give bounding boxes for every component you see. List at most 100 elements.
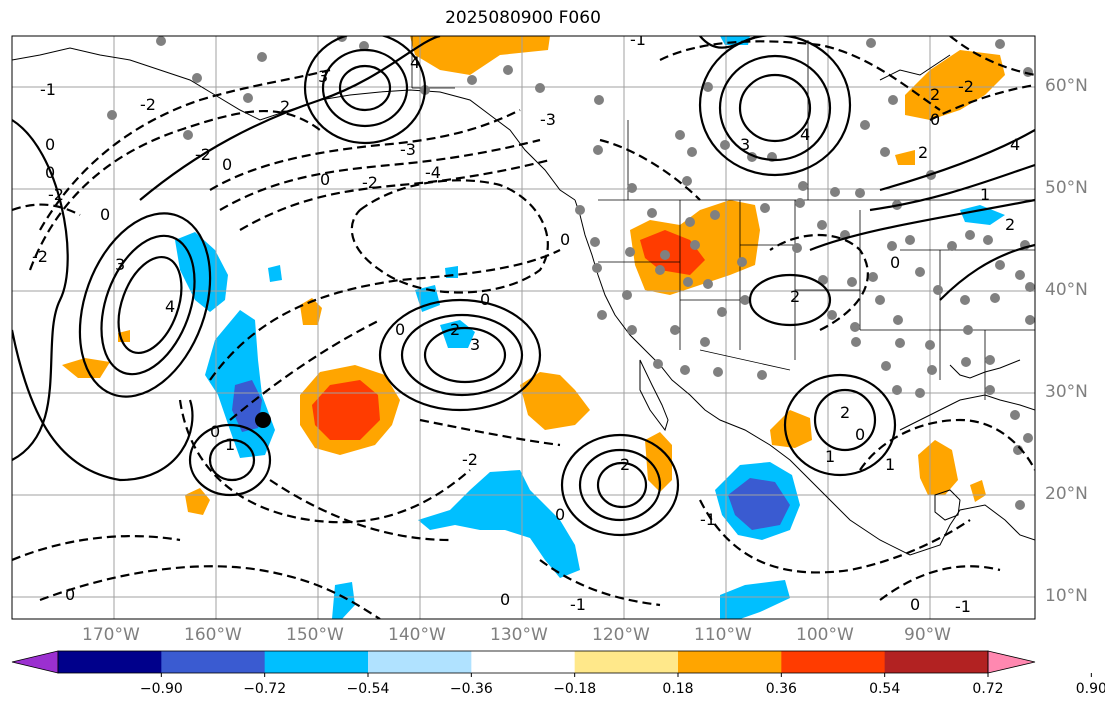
contour-label: -2: [462, 450, 478, 469]
shade-region: [728, 478, 790, 530]
contour-label: -2: [32, 247, 48, 266]
lon-label: 130°W: [490, 625, 548, 645]
contour-label: 0: [855, 425, 865, 444]
shade-region: [312, 380, 380, 440]
colorbar-swatch: [368, 651, 472, 673]
colorbar-tick-label: −0.72: [243, 681, 287, 697]
contour-label: -3: [540, 110, 556, 129]
contour-label: 0: [222, 155, 232, 174]
contour-label: 2: [840, 403, 850, 422]
contour-label: 0: [395, 320, 405, 339]
colorbar-tick-label: −0.18: [553, 681, 597, 697]
political-borders: [411, 36, 1035, 400]
colorbar-tick-label: −0.90: [139, 681, 183, 697]
colorbar-swatch: [58, 651, 162, 673]
contour-label: -1: [40, 80, 56, 99]
coastlines: [12, 47, 1035, 556]
contour-label: 1: [825, 447, 835, 466]
shade-region: [520, 372, 590, 430]
colorbar: [11, 650, 1092, 677]
gray-markers: [107, 36, 1035, 510]
colorbar-tick-label: 0.18: [662, 681, 694, 697]
lon-label: 110°W: [694, 625, 752, 645]
colorbar-tick-label: 0.54: [869, 681, 901, 697]
shade-region: [645, 432, 672, 492]
contour-label: 0: [480, 290, 490, 309]
colorbar-swatch: [161, 651, 266, 673]
contour-label: 0: [555, 505, 565, 524]
contour-label: -2: [195, 145, 211, 164]
colorbar-swatch: [884, 651, 989, 673]
contour-label: 3: [470, 335, 480, 354]
map-title: 2025080900 F060: [445, 8, 601, 28]
colorbar-extend-max: [987, 650, 1036, 674]
shade-region: [720, 580, 790, 619]
contour-label: 3: [740, 135, 750, 154]
contour-label: 2: [930, 85, 940, 104]
contour-label: -2: [362, 173, 378, 192]
contour-label: -4: [425, 163, 441, 182]
contour-label: 4: [800, 125, 810, 144]
contour-label: 2: [918, 143, 928, 162]
contour-label: 0: [210, 422, 220, 441]
dashed-contours: [12, 36, 1035, 619]
lon-label: 150°W: [286, 625, 344, 645]
lat-label: 50°N: [1045, 178, 1088, 198]
contour-label: 0: [560, 230, 570, 249]
contour-label: 2: [620, 455, 630, 474]
colorbar-extend-min: [11, 650, 59, 674]
shade-region: [410, 36, 550, 75]
contour-labels: -1 0 -2 0 -2 -2 0 3 4 -2 0 3 2 0 -2 -3 -…: [32, 36, 1020, 616]
colorbar-swatch: [574, 651, 679, 673]
contour-label: 2: [1005, 215, 1015, 234]
lon-label: 100°W: [796, 625, 854, 645]
contour-label: -3: [400, 140, 416, 159]
lat-label: 60°N: [1045, 76, 1088, 96]
colorbar-swatch: [678, 651, 782, 673]
shade-region: [268, 265, 282, 282]
contour-label: 1: [225, 435, 235, 454]
contour-label: 4: [165, 297, 175, 316]
contour-label: -2: [140, 95, 156, 114]
contour-label: 0: [930, 110, 940, 129]
contour-label: 0: [320, 170, 330, 189]
colorbar-tick-label: 0.90: [1075, 681, 1105, 697]
colorbar-tick-label: 0.36: [765, 681, 797, 697]
shade-region: [918, 440, 958, 495]
lat-label: 30°N: [1045, 382, 1088, 402]
contour-label: 3: [115, 255, 125, 274]
contour-label: 0: [65, 585, 75, 604]
lon-label: 170°W: [82, 625, 140, 645]
shade-region: [300, 298, 322, 325]
shade-region: [895, 150, 915, 165]
solid-contours: [12, 36, 1035, 537]
shade-region: [960, 205, 1005, 225]
contour-label: 4: [1010, 135, 1020, 154]
contour-label: -1: [700, 510, 716, 529]
colorbar-tick-label: 0.72: [972, 681, 1004, 697]
colorbar-swatch: [264, 651, 369, 673]
shade-region: [640, 230, 705, 275]
black-marker: [255, 412, 271, 428]
contour-label: -2: [958, 77, 974, 96]
contour-label: 1: [885, 455, 895, 474]
contour-label: 2: [280, 97, 290, 116]
colorbar-tick-label: −0.36: [449, 681, 493, 697]
shade-region: [970, 480, 986, 502]
contour-label: -1: [570, 595, 586, 614]
contour-label: 0: [890, 253, 900, 272]
colorbar-tick-label: −0.54: [346, 681, 390, 697]
lon-label: 140°W: [388, 625, 446, 645]
colorbar-swatch: [471, 651, 576, 673]
contour-label: 2: [790, 287, 800, 306]
shade-region: [332, 582, 355, 619]
contour-label: 2: [450, 320, 460, 339]
contour-label: -2: [48, 185, 64, 204]
colorbar-swatch: [781, 651, 886, 673]
contour-label: 3: [318, 67, 328, 86]
lon-label: 160°W: [184, 625, 242, 645]
contour-label: 0: [45, 135, 55, 154]
contour-label: 0: [500, 590, 510, 609]
lat-label: 10°N: [1045, 586, 1088, 606]
